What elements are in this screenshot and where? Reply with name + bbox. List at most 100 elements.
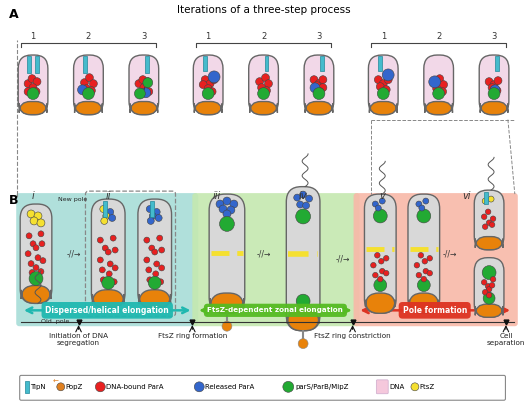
Circle shape [283,381,294,392]
FancyBboxPatch shape [249,55,278,115]
Circle shape [482,279,487,285]
Circle shape [33,78,41,85]
Circle shape [411,383,419,391]
Circle shape [319,84,327,92]
FancyBboxPatch shape [18,55,48,115]
Text: iv: iv [299,191,307,201]
Text: i: i [32,191,35,201]
Circle shape [427,270,433,276]
Text: iii: iii [213,191,221,201]
Text: Dispersed/helical elongation: Dispersed/helical elongation [45,306,169,315]
Circle shape [78,85,88,95]
Circle shape [81,79,89,87]
Circle shape [28,261,34,266]
Circle shape [489,282,495,288]
Circle shape [141,88,151,98]
Circle shape [29,272,43,285]
Circle shape [109,215,116,221]
Circle shape [433,88,444,100]
Circle shape [416,272,422,278]
Circle shape [208,88,216,96]
Circle shape [106,271,112,277]
FancyBboxPatch shape [209,194,245,313]
Circle shape [255,78,263,85]
FancyBboxPatch shape [16,193,198,326]
Text: 2: 2 [436,32,441,41]
FancyBboxPatch shape [409,293,439,313]
FancyBboxPatch shape [370,101,397,115]
Circle shape [32,88,40,96]
Circle shape [260,90,268,98]
FancyBboxPatch shape [479,55,509,115]
Circle shape [144,237,150,243]
Circle shape [97,257,104,263]
Text: Initiation of DNA
segregation: Initiation of DNA segregation [49,333,108,346]
Bar [104,201,107,217]
Circle shape [423,269,429,274]
Circle shape [201,76,209,84]
Circle shape [379,90,387,98]
Text: 2: 2 [261,32,266,41]
FancyBboxPatch shape [74,55,104,115]
Circle shape [310,76,318,84]
Circle shape [414,262,419,268]
Circle shape [153,271,159,277]
Circle shape [489,222,495,228]
Circle shape [97,237,104,243]
Circle shape [37,219,45,227]
Bar [378,56,382,71]
Circle shape [482,224,488,230]
Circle shape [429,76,441,88]
Circle shape [144,78,152,85]
Circle shape [219,217,234,231]
Text: TipN: TipN [30,384,46,390]
Circle shape [227,206,235,214]
Circle shape [27,210,35,218]
Bar [203,56,207,71]
FancyBboxPatch shape [193,55,223,115]
Circle shape [372,201,378,207]
Circle shape [310,83,320,93]
Circle shape [88,87,96,95]
Circle shape [29,84,37,92]
Circle shape [110,235,116,241]
Circle shape [488,88,500,100]
Circle shape [416,201,422,207]
Circle shape [145,88,153,96]
Circle shape [112,247,118,253]
Circle shape [417,279,430,292]
Circle shape [423,198,429,204]
Circle shape [490,85,500,95]
Circle shape [103,212,110,220]
Bar [145,56,149,73]
FancyBboxPatch shape [210,293,244,313]
Circle shape [375,205,381,211]
Circle shape [199,81,207,88]
Circle shape [482,290,488,295]
Circle shape [29,269,35,276]
Circle shape [27,88,39,100]
Circle shape [143,78,153,88]
Text: FtsZ ring constriction: FtsZ ring constriction [314,333,391,339]
Circle shape [373,272,378,278]
Bar [27,56,31,73]
Text: 1: 1 [30,32,36,41]
Text: Pole formation: Pole formation [402,306,467,315]
Circle shape [152,249,158,255]
Circle shape [488,84,496,92]
Circle shape [206,80,214,88]
Circle shape [379,198,385,204]
Circle shape [374,253,380,258]
Circle shape [383,270,389,276]
FancyBboxPatch shape [424,55,453,115]
Circle shape [140,84,148,92]
Circle shape [319,76,327,84]
Circle shape [483,292,495,304]
FancyBboxPatch shape [20,204,52,303]
Circle shape [417,209,431,223]
Text: FtsZ ring formation: FtsZ ring formation [158,333,227,339]
Circle shape [490,277,496,282]
Circle shape [102,277,115,289]
Circle shape [107,261,113,267]
Text: 2: 2 [86,32,91,41]
